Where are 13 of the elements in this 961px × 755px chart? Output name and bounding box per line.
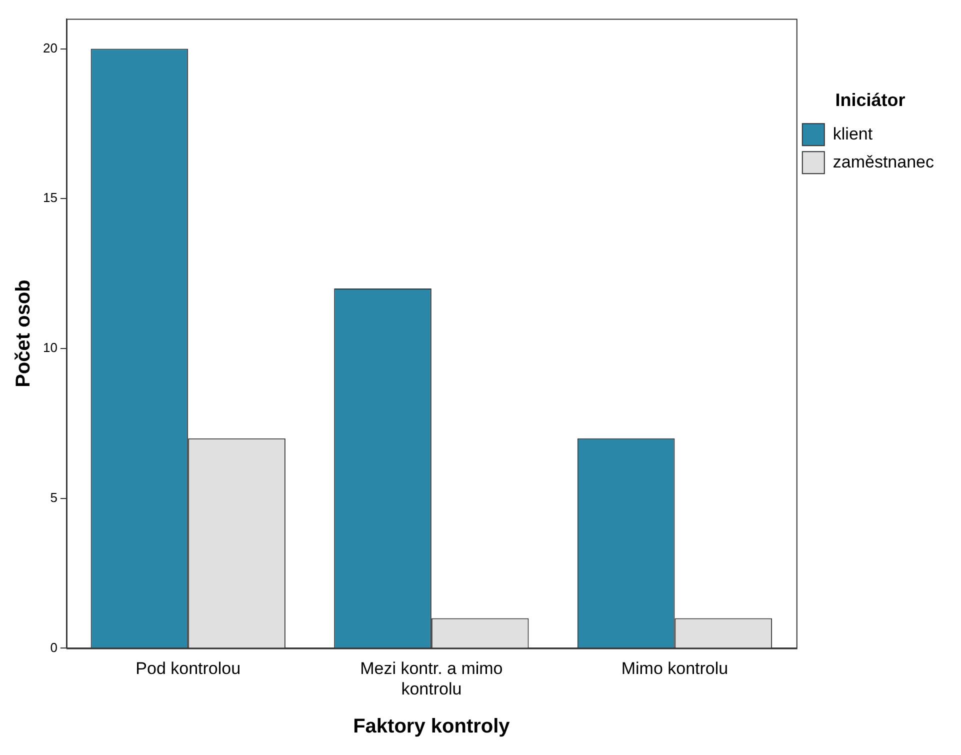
y-tick-label: 20 [42,40,58,56]
x-axis-title: Faktory kontroly [353,716,511,738]
y-tick-label: 10 [42,340,58,356]
x-tick-label: Mimo kontrolu [621,659,728,678]
y-axis-title: Počet osob [12,280,35,388]
x-tick-label: Mezi kontr. a mimo kontrolu [360,659,503,698]
y-tick-label: 5 [50,490,58,505]
legend-title: Iniciátor [835,90,906,110]
legend-label: klient [832,124,873,144]
y-tick-label: 15 [42,190,58,206]
x-tick-label: Pod kontrolou [136,659,241,678]
legend-label: zaměstnanec [832,152,934,172]
y-tick-label: 0 [50,640,58,655]
